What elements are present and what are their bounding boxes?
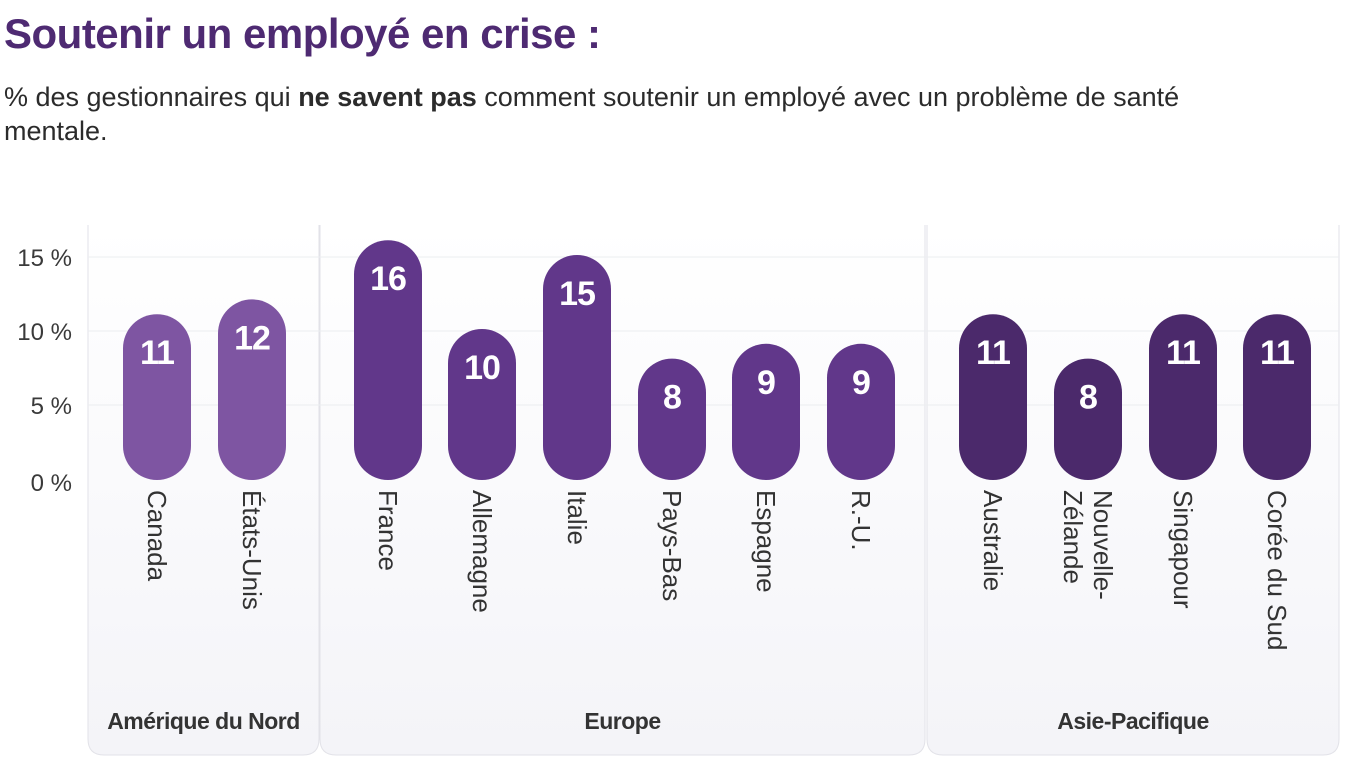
y-tick-label: 5 % bbox=[31, 393, 72, 420]
category-label: Allemagne bbox=[467, 490, 497, 613]
bar-value-label: 8 bbox=[1079, 379, 1097, 417]
chart-subtitle: % des gestionnaires qui ne savent pas co… bbox=[4, 80, 1204, 148]
bar-value-label: 8 bbox=[663, 379, 681, 417]
y-tick-label: 0 % bbox=[31, 470, 72, 497]
bar bbox=[732, 343, 800, 480]
bar-value-label: 11 bbox=[140, 334, 174, 372]
bar-value-label: 9 bbox=[757, 364, 775, 402]
category-label: Italie bbox=[562, 490, 592, 545]
category-label: Australie bbox=[978, 490, 1008, 591]
bar bbox=[1243, 314, 1311, 480]
category-label: Singapour bbox=[1168, 490, 1198, 609]
category-label: Canada bbox=[142, 490, 172, 582]
bar bbox=[959, 314, 1027, 480]
group-label: Asie-Pacifique bbox=[1057, 708, 1209, 734]
bar-value-label: 12 bbox=[234, 319, 270, 357]
bar bbox=[1149, 314, 1217, 480]
y-tick-label: 15 % bbox=[17, 245, 72, 272]
bar bbox=[354, 240, 422, 480]
category-label: Corée du Sud bbox=[1262, 490, 1292, 650]
bar-value-label: 11 bbox=[976, 334, 1010, 372]
group-panel bbox=[926, 225, 1340, 756]
bar-value-label: 11 bbox=[1260, 334, 1294, 372]
y-tick-label: 10 % bbox=[17, 319, 72, 346]
bar-value-label: 10 bbox=[464, 349, 500, 387]
bar-value-label: 15 bbox=[559, 275, 595, 313]
bar bbox=[1054, 358, 1122, 480]
group-label: Amérique du Nord bbox=[107, 708, 300, 734]
subtitle-text: % des gestionnaires qui bbox=[4, 82, 299, 112]
bar bbox=[448, 329, 516, 480]
bar bbox=[218, 299, 286, 480]
subtitle-emphasis: ne savent pas bbox=[298, 82, 477, 112]
chart-title: Soutenir un employé en crise : bbox=[4, 10, 601, 57]
subtitle-text: comment soutenir un employé avec un prob… bbox=[4, 82, 1180, 146]
bar-value-label: 16 bbox=[370, 260, 406, 298]
category-label: États-Unis bbox=[237, 490, 267, 610]
group-panel bbox=[87, 225, 320, 756]
bar-value-label: 9 bbox=[852, 364, 870, 402]
bar bbox=[123, 314, 191, 480]
bar-value-label: 11 bbox=[1166, 334, 1200, 372]
bar bbox=[827, 343, 895, 480]
category-label: Espagne bbox=[751, 490, 781, 593]
bar bbox=[543, 255, 611, 480]
category-label: France bbox=[373, 490, 403, 571]
category-label: Pays-Bas bbox=[657, 490, 687, 601]
bar bbox=[638, 358, 706, 480]
group-label: Europe bbox=[584, 708, 660, 734]
category-label: Zélande bbox=[1058, 490, 1088, 584]
category-label: Nouvelle- bbox=[1088, 490, 1118, 600]
category-label: R.-U. bbox=[846, 490, 876, 551]
